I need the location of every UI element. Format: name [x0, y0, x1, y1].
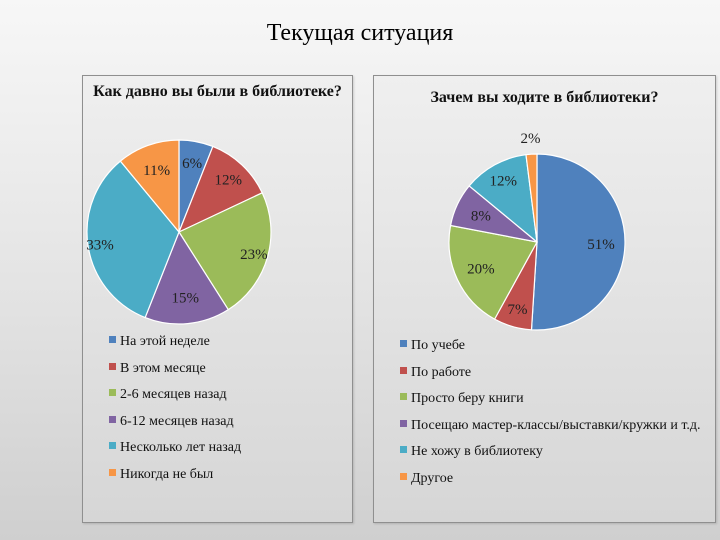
- legend-swatch: [109, 389, 116, 397]
- slice-data-label: 6%: [182, 156, 202, 172]
- legend-item: Другое: [400, 471, 453, 487]
- legend-item: На этой неделе: [109, 334, 210, 350]
- pie-slice: [177, 145, 264, 234]
- pie-slice: [119, 139, 180, 234]
- legend-label: Просто беру книги: [411, 391, 524, 406]
- legend-swatch: [109, 468, 116, 476]
- legend-swatch: [109, 415, 116, 423]
- slice-data-label: 2%: [520, 131, 540, 147]
- legend-swatch: [109, 362, 116, 370]
- legend-label: Никогда не был: [120, 466, 214, 482]
- legend-swatch: [109, 336, 116, 344]
- legend-label: В этом месяце: [120, 360, 206, 376]
- legend-label: Несколько лет назад: [120, 440, 242, 455]
- slice-data-label: 15%: [171, 291, 199, 307]
- pie-slice: [530, 153, 626, 331]
- legend-label: Не хожу в библиотеку: [411, 444, 543, 459]
- legend-swatch: [400, 393, 407, 401]
- chart-title-visit-reason: Зачем вы ходите в библиотеки?: [430, 89, 659, 106]
- slice-data-label: 8%: [471, 209, 491, 225]
- pie-slice: [468, 154, 538, 244]
- pie-slice: [178, 192, 272, 311]
- legend-swatch: [400, 419, 407, 427]
- slice-data-label: 51%: [587, 237, 615, 253]
- pie-slice: [86, 160, 180, 319]
- legend-label: Посещаю мастер-классы/выставки/кружки и …: [411, 417, 701, 433]
- slice-data-label: 11%: [143, 163, 170, 179]
- legend-item: В этом месяце: [109, 361, 206, 377]
- legend-item: Просто беру книги: [400, 391, 524, 407]
- legend-label: По работе: [411, 364, 472, 380]
- slice-data-label: 20%: [467, 261, 495, 277]
- chart-panel-visit-reason: Зачем вы ходите в библиотеки? 51% 7% 20% 8%…: [373, 75, 716, 523]
- legend-item: Несколько лет назад: [109, 440, 241, 456]
- legend-label: 6-12 месяцев назад: [120, 413, 234, 429]
- slice-data-label: 12%: [215, 173, 243, 189]
- chart-title-last-visit: Как давно вы были в библиотеке?: [93, 83, 342, 100]
- legend-swatch: [400, 366, 407, 374]
- legend-label: 2-6 месяцев назад: [120, 387, 227, 402]
- legend-swatch: [400, 446, 407, 454]
- pie-chart-last-visit: 6% 12% 23% 15% 33% 11%: [86, 139, 272, 325]
- chart-panel-last-visit: Как давно вы были в библиотеке? 6% 12% 23%…: [82, 75, 353, 523]
- legend-item: По учебе: [400, 338, 465, 354]
- legend-swatch: [400, 472, 407, 480]
- slice-data-label: 33%: [86, 238, 114, 254]
- legend-label: На этой неделе: [120, 334, 210, 349]
- legend-swatch: [400, 340, 407, 348]
- legend-item: По работе: [400, 365, 471, 381]
- pie-slice: [144, 230, 230, 325]
- pie-slice: [525, 153, 538, 243]
- legend-item: Никогда не был: [109, 467, 213, 483]
- slice-data-label: 7%: [507, 302, 527, 318]
- legend-item: 2-6 месяцев назад: [109, 387, 227, 403]
- legend-item: Не хожу в библиотеку: [400, 444, 543, 460]
- pie-chart-visit-reason: 51% 7% 20% 8% 12% 2%: [448, 131, 626, 331]
- legend-label: Другое: [411, 470, 454, 486]
- slice-data-label: 23%: [240, 247, 267, 263]
- pie-slice: [448, 224, 538, 320]
- legend-item: Посещаю мастер-классы/выставки/кружки и …: [400, 418, 701, 434]
- legend-label: По учебе: [411, 338, 466, 353]
- slide-title: Текущая ситуация: [266, 20, 454, 46]
- legend-item: 6-12 месяцев назад: [109, 414, 234, 430]
- legend-swatch: [109, 442, 116, 450]
- slice-data-label: 12%: [490, 174, 518, 190]
